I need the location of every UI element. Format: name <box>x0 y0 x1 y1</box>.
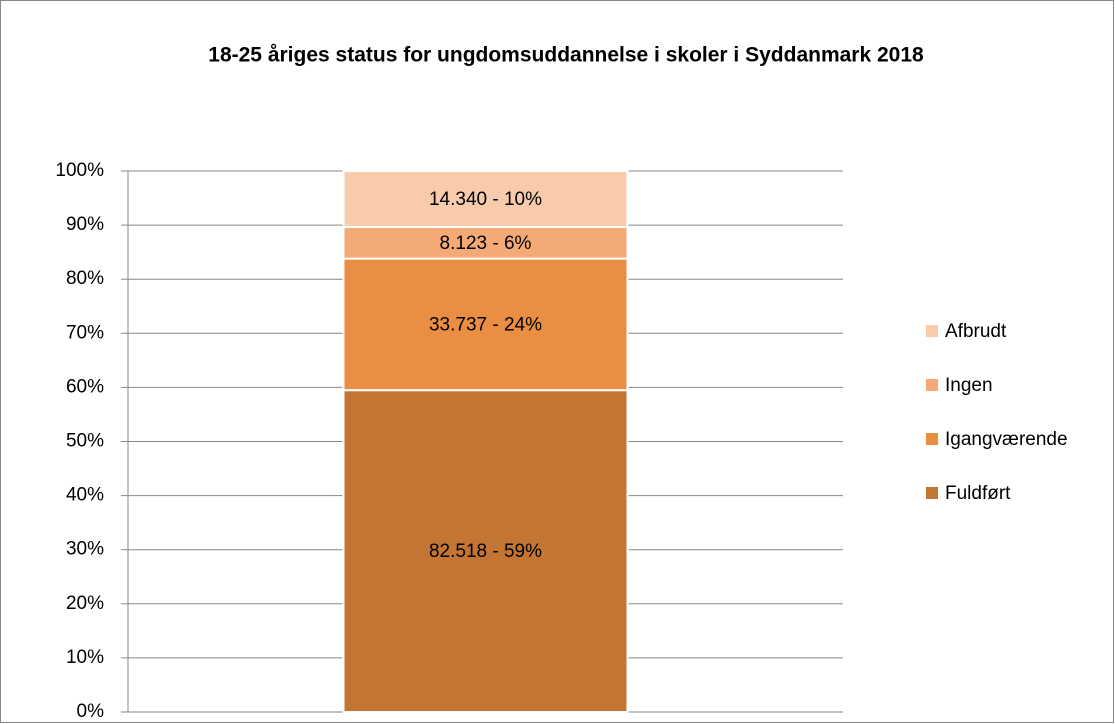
legend-label: Igangværende <box>945 429 1068 450</box>
bar-segment <box>342 225 629 260</box>
data-label: 82.518 - 59% <box>429 541 542 562</box>
y-tick-label: 50% <box>66 431 104 452</box>
bar-segment <box>342 169 629 228</box>
bar-segment <box>342 389 629 713</box>
y-tick-label: 90% <box>66 214 104 235</box>
bar-segment <box>342 257 629 392</box>
y-tick-label: 40% <box>66 485 104 506</box>
chart-title: 18-25 åriges status for ungdomsuddannels… <box>208 44 924 67</box>
legend-swatch <box>926 325 938 337</box>
legend-swatch <box>926 433 938 445</box>
y-tick-label: 70% <box>66 322 104 343</box>
data-label: 14.340 - 10% <box>429 189 542 210</box>
legend-swatch <box>926 379 938 391</box>
data-label: 8.123 - 6% <box>440 233 532 254</box>
y-tick-label: 0% <box>77 701 105 722</box>
y-tick-label: 30% <box>66 539 104 560</box>
legend-label: Ingen <box>945 375 993 396</box>
y-tick-label: 100% <box>55 160 104 181</box>
y-tick-label: 60% <box>66 376 104 397</box>
legend-swatch <box>926 487 938 499</box>
legend-label: Afbrudt <box>945 321 1007 342</box>
y-tick-label: 10% <box>66 647 104 668</box>
y-tick-label: 80% <box>66 268 104 289</box>
legend-label: Fuldført <box>945 483 1011 504</box>
data-label: 33.737 - 24% <box>429 314 542 335</box>
y-tick-label: 20% <box>66 593 104 614</box>
